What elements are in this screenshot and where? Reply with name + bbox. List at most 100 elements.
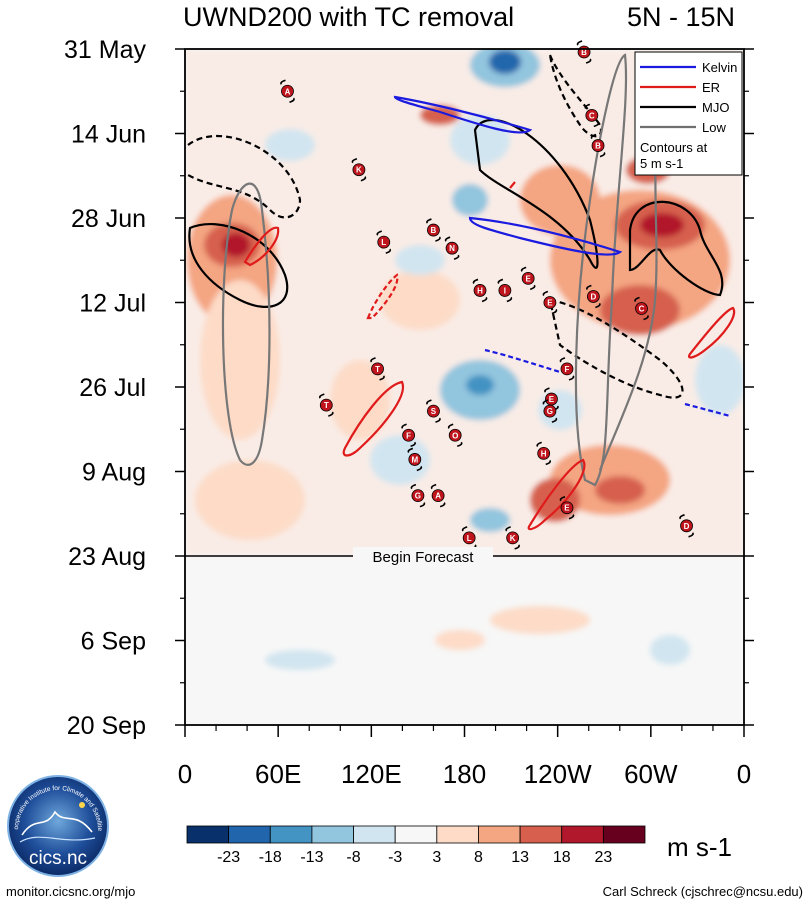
colorbar-label: 13: [511, 849, 529, 866]
y-axis: 31 May 14 Jun 28 Jun 12 Jul 26 Jul 9 Aug 23 Au…: [64, 36, 754, 740]
colorbar-swatch: [186, 825, 230, 844]
tc-symbol: K: [351, 157, 367, 182]
kelvin-contour-2: [468, 216, 623, 256]
mjo-contour-east: [473, 119, 599, 269]
tc-letter: H: [477, 286, 483, 295]
tc-letter: F: [406, 431, 411, 440]
y-tick-label: 12 Jul: [79, 290, 146, 318]
y-tick-label: 31 May: [64, 36, 146, 64]
legend-label: Kelvin: [702, 60, 737, 75]
tc-symbol: A: [430, 483, 446, 508]
tc-symbol: F: [401, 423, 416, 448]
tc-symbol: D: [679, 514, 694, 538]
logo-text: cics.nc: [29, 848, 87, 869]
tc-symbol: L: [376, 230, 392, 254]
tc-letter: O: [452, 431, 458, 440]
tc-symbol: F: [559, 357, 575, 381]
tc-letter: T: [324, 401, 329, 410]
kelvin-contour-4: [684, 402, 731, 418]
tc-letter: N: [449, 244, 455, 253]
legend: Kelvin ER MJO Low Contours at 5 m s-1: [634, 51, 743, 176]
tc-letter: B: [581, 48, 587, 57]
tc-letter: E: [547, 299, 553, 308]
tc-letter: I: [504, 286, 506, 295]
mjo-contour-east2: [628, 200, 724, 297]
tc-symbol: G: [542, 399, 558, 423]
tc-symbol: H: [472, 278, 488, 303]
tc-letter: B: [595, 142, 601, 151]
colorbar-swatch: [228, 825, 271, 844]
mjo-contour-dashed-3: [548, 54, 603, 138]
colorbar-label: 23: [594, 849, 612, 866]
tc-letter: S: [431, 407, 437, 416]
forecast-label: Begin Forecast: [373, 549, 475, 566]
colorbar-label: -13: [300, 849, 323, 866]
tc-letter: L: [381, 238, 386, 247]
colorbar-label: -3: [388, 849, 402, 866]
er-contour-4: [687, 306, 736, 359]
y-tick-label: 23 Aug: [68, 543, 146, 571]
kelvin-contour-3: [484, 348, 561, 374]
er-contour-2: [342, 380, 405, 457]
y-tick-label: 20 Sep: [67, 712, 146, 740]
colorbar-swatch: [561, 825, 604, 844]
x-tick-label: 60W: [624, 759, 678, 789]
legend-label: MJO: [702, 100, 729, 115]
tc-symbol: B: [590, 133, 606, 158]
footer-credit: Carl Schreck (cjschrec@ncsu.edu): [602, 884, 803, 899]
colorbar-swatch: [436, 825, 479, 844]
chart-title: UWND200 with TC removal: [183, 2, 515, 32]
colorbar-swatch: [478, 825, 521, 844]
er-contour-dashed: [366, 273, 399, 320]
tc-letter: M: [411, 455, 418, 464]
colorbar-label: -18: [259, 849, 282, 866]
tc-letter: D: [590, 292, 596, 301]
tc-symbol: A: [280, 79, 295, 104]
colorbar-swatch: [519, 825, 563, 844]
x-tick-label: 120W: [524, 759, 592, 789]
tc-letter: D: [684, 522, 690, 531]
footer-url: monitor.cicsnc.org/mjo: [6, 884, 136, 899]
colorbar-label: 18: [553, 849, 571, 866]
tc-symbol: H: [536, 441, 551, 466]
tc-letter: G: [415, 492, 421, 501]
er-contour-3: [527, 458, 586, 531]
x-tick-label: 60E: [255, 759, 301, 789]
kelvin-contour-1: [393, 95, 533, 134]
colorbar-swatch: [353, 825, 396, 844]
legend-label: Low: [702, 120, 726, 135]
er-contour-small: [509, 181, 516, 189]
tc-letter: B: [431, 226, 437, 235]
tc-letter: C: [589, 111, 595, 120]
tc-letter: F: [565, 365, 570, 374]
colorbar-units: m s-1: [667, 832, 732, 862]
x-tick-label: 0: [737, 759, 751, 789]
tc-symbol: C: [634, 296, 649, 321]
x-axis: 0 60E 120E 180 120W 60W 0: [178, 725, 751, 789]
mjo-contour-dashed-2: [548, 298, 684, 399]
colorbar-swatch: [394, 825, 438, 844]
colorbar-swatch: [269, 825, 313, 844]
tc-letter: G: [547, 407, 553, 416]
tc-symbol: D: [586, 284, 601, 309]
er-contour-1: [243, 226, 280, 267]
x-tick-label: 0: [178, 759, 192, 789]
tc-letter: E: [549, 395, 555, 404]
tc-letter: T: [375, 365, 380, 374]
tc-symbol: I: [497, 278, 513, 303]
y-tick-label: 6 Sep: [81, 628, 146, 656]
colorbar-swatch: [602, 825, 646, 844]
legend-label: ER: [702, 80, 720, 95]
colorbar: -23 -18 -13 -8 -3 3 8 13 18 23: [186, 825, 646, 866]
low-contour-west: [221, 182, 271, 466]
tc-letter: L: [467, 534, 472, 543]
chart-subtitle: 5N - 15N: [627, 2, 736, 32]
legend-note-1: Contours at: [640, 140, 708, 155]
tc-letter: E: [525, 274, 531, 283]
tc-letter: A: [285, 87, 291, 96]
x-tick-label: 120E: [341, 759, 402, 789]
tc-symbol: E: [559, 495, 575, 520]
colorbar-swatch: [311, 825, 354, 844]
y-tick-label: 26 Jul: [79, 374, 146, 402]
